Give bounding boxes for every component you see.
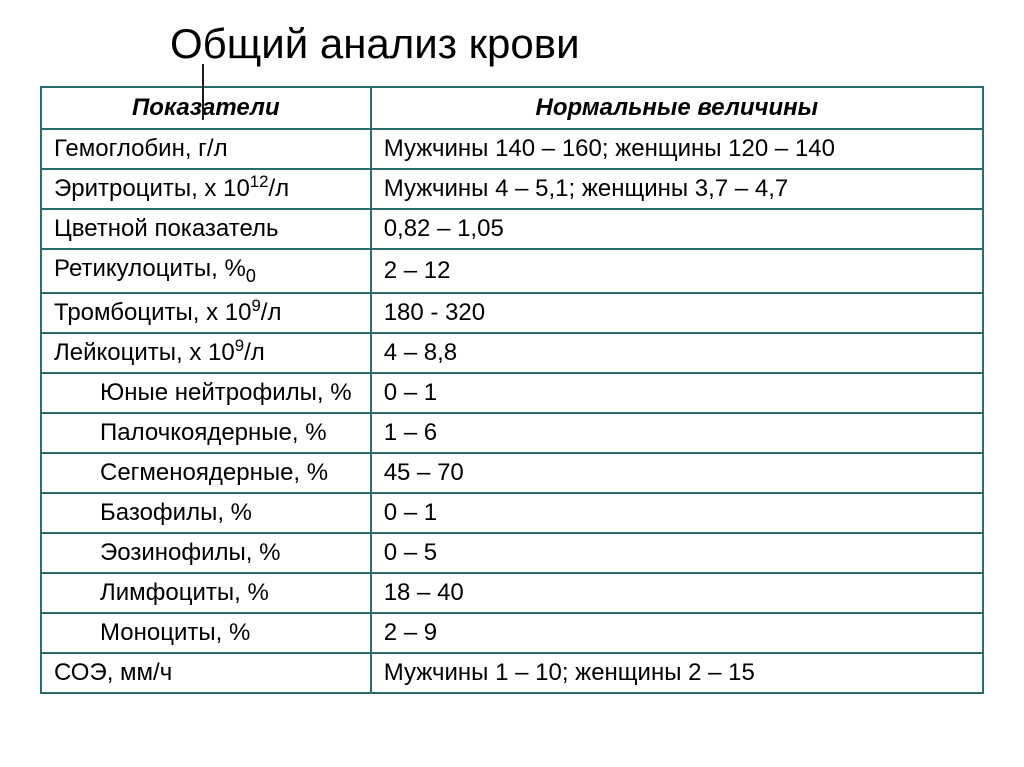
cell-value: 2 – 9 [371, 613, 983, 653]
header-normal-values: Нормальные величины [371, 87, 983, 129]
cell-parameter: СОЭ, мм/ч [41, 653, 371, 693]
cell-value: 0,82 – 1,05 [371, 209, 983, 249]
page-title: Общий анализ крови [170, 20, 984, 68]
table-row: Ретикулоциты, %02 – 12 [41, 249, 983, 293]
table-row: Базофилы, %0 – 1 [41, 493, 983, 533]
table-header-row: Показатели Нормальные величины [41, 87, 983, 129]
cell-parameter: Ретикулоциты, %0 [41, 249, 371, 293]
table-row: Палочкоядерные, %1 – 6 [41, 413, 983, 453]
table-row: Гемоглобин, г/лМужчины 140 – 160; женщин… [41, 129, 983, 169]
title-text: Общий анализ крови [170, 20, 580, 67]
cell-parameter: Эритроциты, х 1012/л [41, 169, 371, 209]
table-row: СОЭ, мм/чМужчины 1 – 10; женщины 2 – 15 [41, 653, 983, 693]
table-row: Тромбоциты, х 109/л180 - 320 [41, 293, 983, 333]
cell-value: 0 – 5 [371, 533, 983, 573]
cell-parameter: Гемоглобин, г/л [41, 129, 371, 169]
cell-parameter: Лейкоциты, х 109/л [41, 333, 371, 373]
cell-value: 4 – 8,8 [371, 333, 983, 373]
table-row: Лейкоциты, х 109/л4 – 8,8 [41, 333, 983, 373]
blood-analysis-table: Показатели Нормальные величины Гемоглоби… [40, 86, 984, 694]
table-row: Лимфоциты, %18 – 40 [41, 573, 983, 613]
page-container: Общий анализ крови Показатели Нормальные… [0, 0, 1024, 714]
cell-parameter: Сегменоядерные, % [41, 453, 371, 493]
header-parameters: Показатели [41, 87, 371, 129]
cell-parameter: Цветной показатель [41, 209, 371, 249]
cell-value: 0 – 1 [371, 493, 983, 533]
table-row: Моноциты, %2 – 9 [41, 613, 983, 653]
cell-parameter: Базофилы, % [41, 493, 371, 533]
table-row: Сегменоядерные, %45 – 70 [41, 453, 983, 493]
cell-parameter: Лимфоциты, % [41, 573, 371, 613]
cell-value: 45 – 70 [371, 453, 983, 493]
cell-parameter: Палочкоядерные, % [41, 413, 371, 453]
table-row: Эритроциты, х 1012/лМужчины 4 – 5,1; жен… [41, 169, 983, 209]
cell-value: 0 – 1 [371, 373, 983, 413]
cell-value: 2 – 12 [371, 249, 983, 293]
cell-value: Мужчины 4 – 5,1; женщины 3,7 – 4,7 [371, 169, 983, 209]
cell-parameter: Эозинофилы, % [41, 533, 371, 573]
cell-parameter: Тромбоциты, х 109/л [41, 293, 371, 333]
cell-parameter: Моноциты, % [41, 613, 371, 653]
table-body: Гемоглобин, г/лМужчины 140 – 160; женщин… [41, 129, 983, 693]
table-row: Юные нейтрофилы, %0 – 1 [41, 373, 983, 413]
cell-value: 180 - 320 [371, 293, 983, 333]
cell-value: 18 – 40 [371, 573, 983, 613]
cell-value: 1 – 6 [371, 413, 983, 453]
text-cursor [202, 64, 204, 120]
table-row: Эозинофилы, %0 – 5 [41, 533, 983, 573]
cell-value: Мужчины 140 – 160; женщины 120 – 140 [371, 129, 983, 169]
cell-parameter: Юные нейтрофилы, % [41, 373, 371, 413]
cell-value: Мужчины 1 – 10; женщины 2 – 15 [371, 653, 983, 693]
table-row: Цветной показатель0,82 – 1,05 [41, 209, 983, 249]
